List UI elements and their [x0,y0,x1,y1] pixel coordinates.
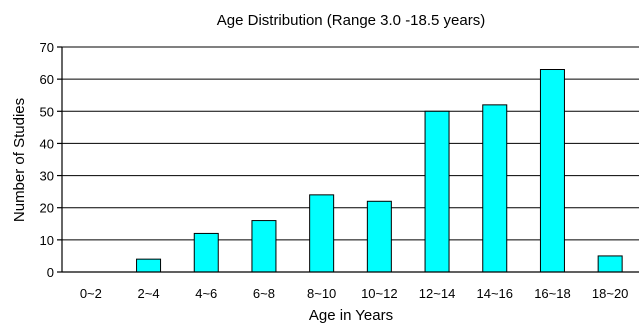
chart-title: Age Distribution (Range 3.0 -18.5 years) [217,12,485,29]
x-axis-label: Age in Years [309,307,393,324]
x-tick-label: 12~14 [419,286,456,301]
x-tick-label: 14~16 [476,286,513,301]
gridlines [62,46,639,241]
y-tick-label: 0 [47,265,54,280]
bar-2~4 [136,258,162,273]
bar-12~14 [424,110,450,273]
y-tick-label: 30 [40,169,54,184]
y-tick-label: 70 [40,40,54,55]
y-axis-label: Number of Studies [11,98,28,222]
y-tick-label: 20 [40,201,54,216]
bar-14~16 [482,104,508,273]
bar-8~10 [309,194,335,273]
x-tick-label: 8~10 [307,286,336,301]
bar-18~20 [597,255,623,273]
bar-10~12 [366,200,392,273]
x-tick-label: 6~8 [253,286,275,301]
x-tick-label: 2~4 [138,286,160,301]
bar-4~6 [193,232,219,273]
x-tick-labels: 0~2 2~4 4~6 6~8 8~10 10~12 12~14 14~16 16~18 18~2… [80,286,629,301]
y-tick-label: 50 [40,104,54,119]
x-tick-label: 16~18 [534,286,571,301]
x-tick-label: 10~12 [361,286,398,301]
x-tick-label: 4~6 [195,286,217,301]
y-tick-label: 40 [40,136,54,151]
x-tick-label: 18~20 [592,286,629,301]
y-tick-label: 60 [40,72,54,87]
bar-16~18 [539,69,565,273]
y-tick-labels: 0 10 20 30 40 50 60 70 [40,40,62,280]
bars [136,69,623,273]
x-tick-label: 0~2 [80,286,102,301]
bar-6~8 [251,220,277,273]
y-tick-label: 10 [40,233,54,248]
